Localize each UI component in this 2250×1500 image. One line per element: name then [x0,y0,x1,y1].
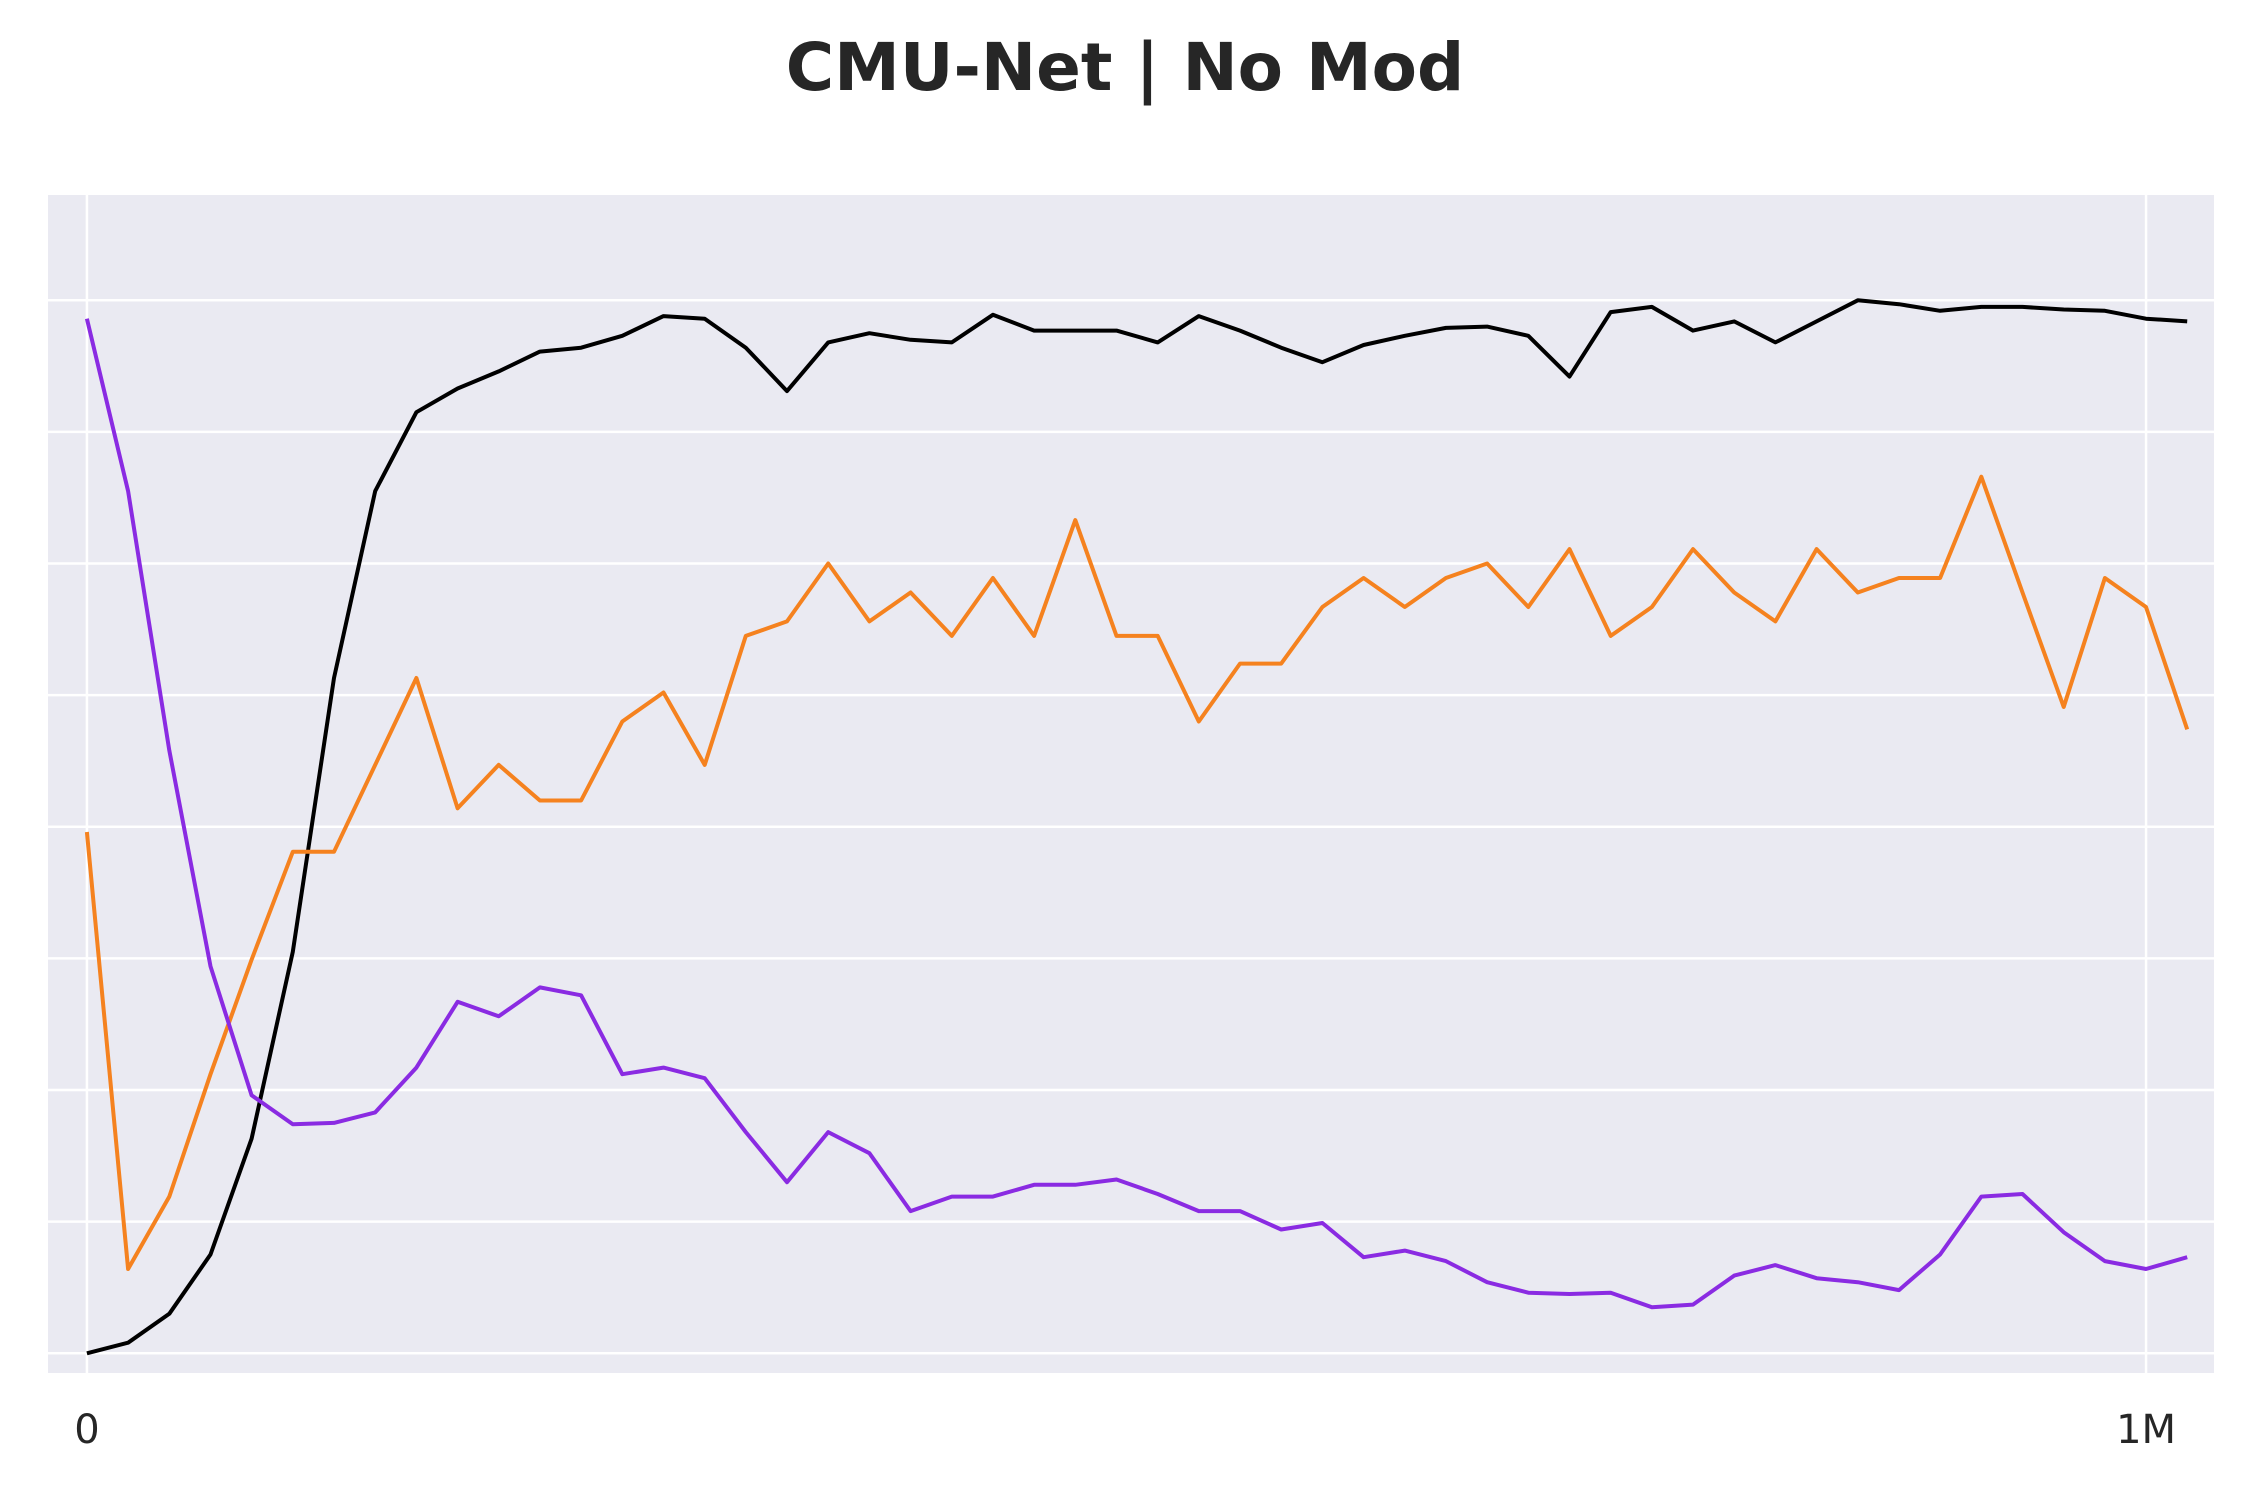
line-series [84,474,2190,1271]
x-tick-label: 0 [74,1407,99,1453]
x-tick-label: 1M [2116,1407,2176,1453]
plot-area [48,195,2214,1373]
line-series [86,298,2188,1356]
line-series [84,318,2188,1310]
chart-title: CMU-Net | No Mod [786,29,1465,107]
